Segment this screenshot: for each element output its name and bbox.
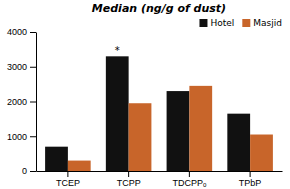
bar	[45, 147, 68, 171]
y-tick-mark	[30, 102, 36, 103]
y-tick-label: 4000	[7, 27, 27, 37]
x-tick: TPbP	[239, 171, 262, 188]
y-tick-label: 3000	[7, 62, 27, 72]
y-axis: 0 1000 2000 3000 4000	[7, 27, 37, 176]
x-axis: TCEP TCPP TDCPPₒ TPbP	[37, 171, 283, 188]
legend-swatch	[199, 19, 207, 27]
legend-label: Masjid	[253, 18, 282, 28]
bar	[129, 103, 152, 171]
y-tick: 0	[22, 166, 36, 176]
bar	[250, 135, 273, 171]
legend-swatch	[242, 19, 250, 27]
bar	[106, 56, 129, 171]
annotation: *	[115, 45, 120, 56]
x-tick-mark	[128, 171, 129, 177]
y-tick-label: 2000	[7, 97, 27, 107]
bar	[167, 91, 190, 171]
x-tick-mark	[67, 171, 68, 177]
y-tick: 4000	[7, 27, 36, 37]
y-tick-mark	[30, 67, 36, 68]
x-tick-mark	[250, 171, 251, 177]
legend: Hotel Masjid	[199, 18, 282, 28]
y-tick-label: 1000	[7, 132, 27, 142]
x-tick-label: TCPP	[117, 178, 141, 188]
bars	[45, 56, 273, 171]
bar	[68, 161, 91, 171]
y-tick: 3000	[7, 62, 36, 72]
x-tick-mark	[189, 171, 190, 177]
y-tick-label: 0	[22, 166, 27, 176]
bar-series	[45, 56, 250, 171]
x-tick: TCEP	[56, 171, 80, 188]
x-tick: TCPP	[117, 171, 141, 188]
y-tick: 2000	[7, 97, 36, 107]
y-tick: 1000	[7, 132, 36, 142]
title: Median (ng/g of dust)	[92, 2, 226, 15]
legend-item: Masjid	[242, 18, 282, 28]
bar	[189, 86, 212, 171]
chart: 0 1000 2000 3000 4000 TCEP TCPP TDCPPₒ TPbP * Medi…	[0, 0, 290, 189]
legend-label: Hotel	[210, 18, 234, 28]
x-tick-label: TCEP	[56, 178, 80, 188]
y-axis-line	[36, 33, 37, 172]
y-tick-mark	[30, 136, 36, 137]
legend-item: Hotel	[199, 18, 234, 28]
y-tick-mark	[30, 32, 36, 33]
y-tick-mark	[30, 171, 36, 172]
x-axis-line	[37, 171, 283, 172]
bar	[227, 114, 250, 171]
x-tick-label: TPbP	[239, 178, 262, 188]
bar-series	[68, 86, 273, 171]
x-tick: TDCPPₒ	[172, 171, 207, 188]
x-tick-label: TDCPPₒ	[172, 178, 207, 188]
plot: 0 1000 2000 3000 4000 TCEP TCPP TDCPPₒ TPbP *	[7, 27, 283, 188]
